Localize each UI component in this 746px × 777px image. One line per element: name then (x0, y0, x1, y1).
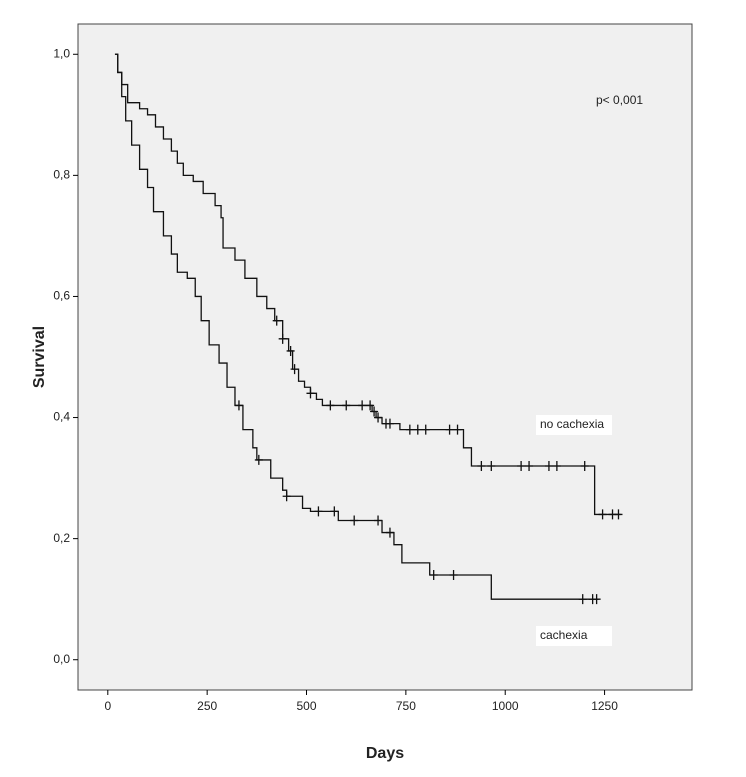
censor-mark (445, 424, 454, 435)
censor-mark (449, 569, 458, 580)
censor-mark (282, 491, 291, 502)
y-tick-label: 0,4 (53, 410, 70, 424)
censor-mark (374, 412, 383, 423)
y-tick-label: 1,0 (53, 46, 70, 60)
curve-label: no cachexia (540, 417, 604, 431)
censor-mark (578, 594, 587, 605)
censor-mark (370, 406, 379, 417)
censor-mark (306, 388, 315, 399)
censor-mark (330, 506, 339, 517)
censor-mark (254, 454, 263, 465)
p-value-annotation: p< 0,001 (596, 93, 643, 107)
censor-mark (614, 509, 623, 520)
censor-mark (598, 509, 607, 520)
y-tick-label: 0,2 (53, 531, 70, 545)
censor-mark (517, 460, 526, 471)
curve-label-bg (536, 626, 612, 646)
x-tick-label: 750 (396, 699, 416, 713)
censor-mark (580, 460, 589, 471)
censor-mark (405, 424, 414, 435)
censor-mark (314, 506, 323, 517)
censor-mark (525, 460, 534, 471)
x-tick-label: 500 (296, 699, 316, 713)
x-tick-label: 1000 (492, 699, 519, 713)
y-tick-label: 0,6 (53, 289, 70, 303)
x-axis-title: Days (366, 745, 404, 762)
censor-mark (552, 460, 561, 471)
censor-mark (342, 400, 351, 411)
x-tick-label: 0 (104, 699, 111, 713)
curve-label-bg (536, 415, 612, 435)
censor-mark (290, 364, 299, 375)
x-tick-label: 1250 (591, 699, 618, 713)
y-tick-label: 0,0 (53, 652, 70, 666)
x-tick-label: 250 (197, 699, 217, 713)
censor-mark (374, 515, 383, 526)
censor-mark (487, 460, 496, 471)
censor-mark (413, 424, 422, 435)
censor-mark (278, 333, 287, 344)
censor-mark (358, 400, 367, 411)
y-tick-label: 0,8 (53, 168, 70, 182)
censor-mark (421, 424, 430, 435)
survival-curve (114, 53, 599, 600)
censor-mark (453, 424, 462, 435)
curve-label: cachexia (540, 628, 588, 642)
survival-curve (114, 53, 621, 516)
censor-mark (366, 400, 375, 411)
plot-area (77, 23, 693, 691)
censor-mark (429, 569, 438, 580)
censor-mark (592, 594, 601, 605)
censor-mark (326, 400, 335, 411)
censor-mark (234, 400, 243, 411)
censor-mark (544, 460, 553, 471)
censor-mark (350, 515, 359, 526)
censor-mark (286, 345, 295, 356)
censor-mark (477, 460, 486, 471)
censor-mark (385, 418, 394, 429)
censor-mark (385, 527, 394, 538)
y-axis-title: Survival (31, 326, 48, 388)
censor-mark (272, 315, 281, 326)
